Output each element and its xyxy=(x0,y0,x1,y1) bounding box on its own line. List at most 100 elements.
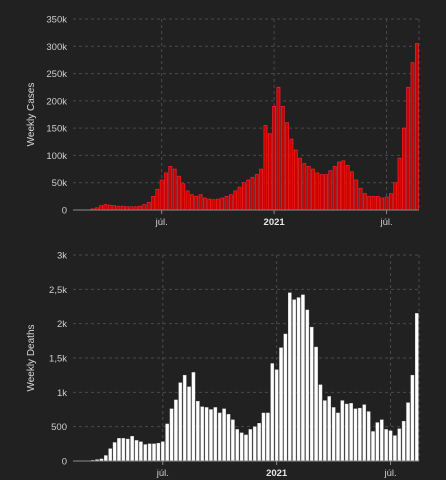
bar xyxy=(194,196,199,211)
bar xyxy=(371,196,376,211)
bar xyxy=(341,160,346,211)
y-tick-label: 1k xyxy=(57,388,67,399)
bar xyxy=(366,411,371,462)
bar xyxy=(164,172,168,211)
y-tick-label: 3k xyxy=(57,251,67,262)
y-tick-label: 2k xyxy=(57,319,67,330)
bar xyxy=(104,455,108,462)
bar xyxy=(358,407,362,462)
bar xyxy=(362,404,367,462)
bar xyxy=(354,179,359,211)
bar xyxy=(121,438,126,462)
bar xyxy=(130,436,134,462)
bar xyxy=(371,431,375,462)
bar xyxy=(298,157,302,211)
bar xyxy=(393,435,397,462)
bar xyxy=(283,333,288,462)
bar xyxy=(237,186,242,211)
bar xyxy=(248,429,253,462)
bar xyxy=(389,193,393,211)
bar xyxy=(401,420,406,462)
bar xyxy=(350,171,354,211)
bar xyxy=(147,443,152,462)
y-tick-label: 350k xyxy=(46,15,67,26)
bar xyxy=(204,407,209,462)
bar xyxy=(143,444,148,462)
bar xyxy=(302,163,307,211)
bar xyxy=(216,198,220,211)
bar xyxy=(191,372,196,462)
bar xyxy=(279,347,283,462)
x-tick-label: júl. xyxy=(156,468,169,479)
bar xyxy=(244,434,248,462)
bar xyxy=(384,196,389,211)
x-tick-label: júl. xyxy=(383,468,396,479)
bar xyxy=(112,442,117,462)
bar xyxy=(116,205,121,211)
bar xyxy=(139,441,143,462)
bar xyxy=(319,174,324,211)
bar xyxy=(345,164,350,211)
y-tick-label: 0 xyxy=(62,457,67,468)
bar xyxy=(222,408,226,462)
bar xyxy=(151,196,155,211)
y-tick-label: 200k xyxy=(46,96,67,107)
weekly-cases-chart: 0 50k 100k 150k 200k 250k 300k 350k júl. 2021 júl.… xyxy=(26,15,420,228)
bar xyxy=(203,197,207,211)
bar xyxy=(306,166,311,211)
bar xyxy=(220,197,225,211)
bar xyxy=(112,205,116,211)
bar xyxy=(393,182,398,211)
bar xyxy=(178,382,183,462)
bar xyxy=(397,157,402,211)
bar xyxy=(270,363,275,462)
y-tick-label: 250k xyxy=(46,69,67,80)
bar xyxy=(165,423,169,462)
bar xyxy=(323,400,327,462)
bar xyxy=(250,176,255,211)
x-tick-label: júl. xyxy=(155,217,168,228)
bar xyxy=(415,313,419,462)
bar xyxy=(177,175,181,211)
bar xyxy=(117,438,121,462)
bar xyxy=(292,299,296,462)
bar xyxy=(233,190,238,211)
bar xyxy=(107,204,112,211)
bar xyxy=(239,432,244,462)
bar xyxy=(146,202,151,211)
bar xyxy=(414,43,419,211)
bar xyxy=(285,122,289,211)
bar xyxy=(336,412,340,462)
bar xyxy=(209,409,213,462)
bar xyxy=(125,438,130,462)
bar xyxy=(288,292,292,462)
bar xyxy=(331,407,336,462)
bar xyxy=(276,86,281,211)
bar xyxy=(380,197,385,211)
y-tick-label: 0 xyxy=(62,206,67,217)
y-axis-title: Weekly Deaths xyxy=(26,324,37,391)
bar xyxy=(315,172,320,211)
y-tick-label: 500 xyxy=(51,422,67,433)
bar xyxy=(196,401,200,462)
x-tick-label: 2021 xyxy=(264,217,286,228)
bar xyxy=(172,168,177,211)
bar xyxy=(267,133,272,211)
weekly-deaths-chart: 0 500 1k 1,5k 2k 2,5k 3k júl. 2021 júl. Weekly Dea… xyxy=(26,251,420,479)
bar xyxy=(289,138,294,211)
bar xyxy=(397,428,402,462)
bar xyxy=(217,412,222,462)
x-tick-label: júl. xyxy=(379,217,392,228)
y-tick-label: 150k xyxy=(46,124,67,135)
bar xyxy=(134,440,139,462)
bar xyxy=(318,384,323,462)
bar xyxy=(257,423,261,462)
bar xyxy=(406,402,410,462)
bar xyxy=(138,205,142,211)
bar xyxy=(384,429,388,462)
bar xyxy=(261,412,266,462)
bar xyxy=(327,396,332,462)
bar xyxy=(226,414,231,462)
bar xyxy=(252,426,257,462)
